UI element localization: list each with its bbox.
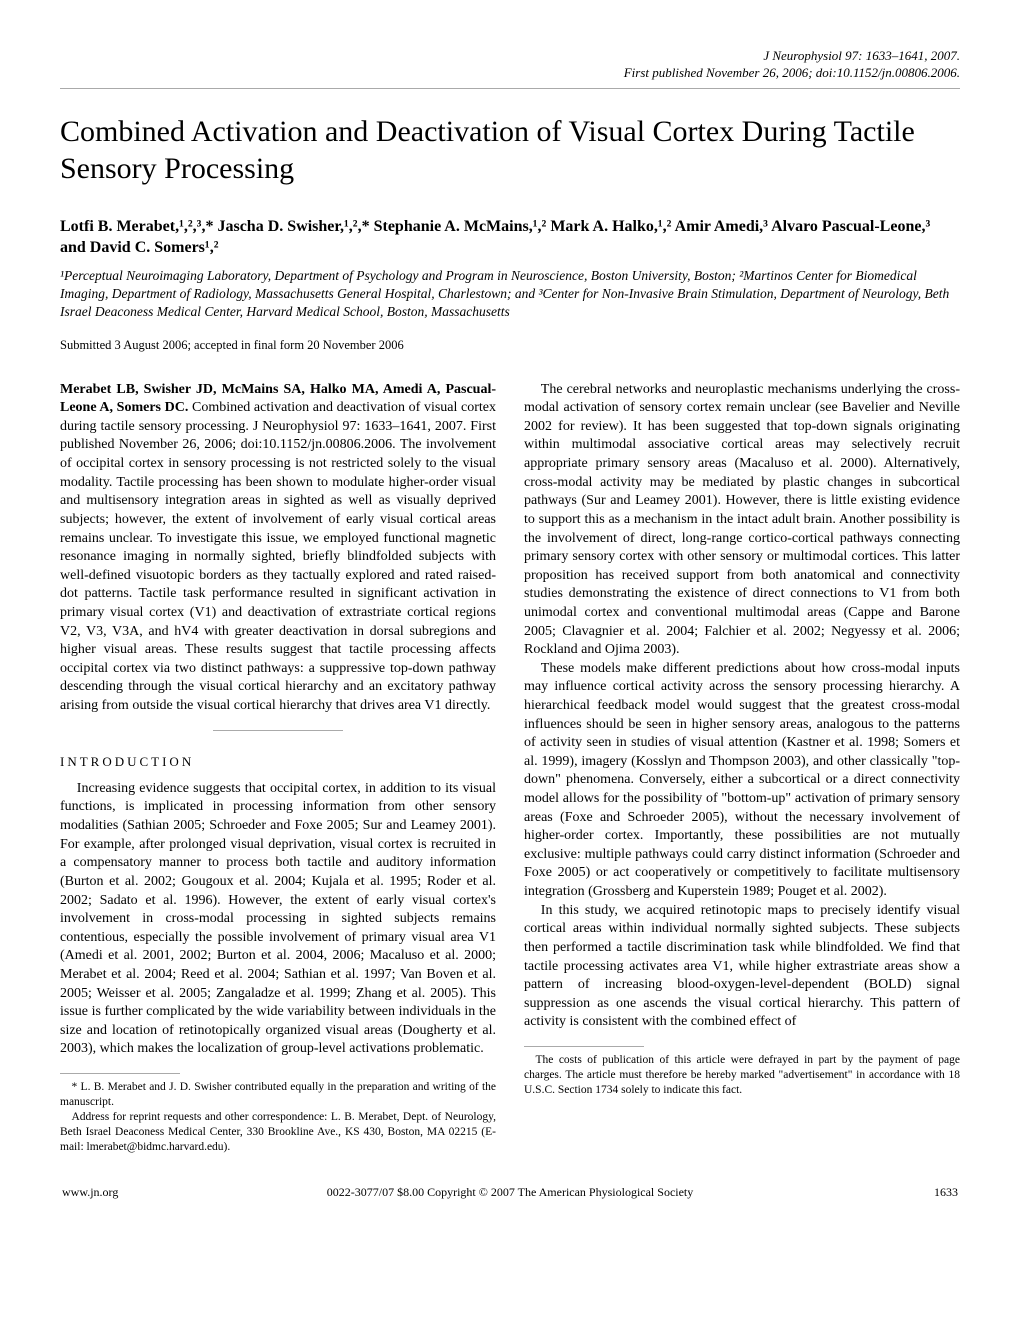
- footer-url: www.jn.org: [62, 1185, 182, 1200]
- body-paragraph: In this study, we acquired retinotopic m…: [524, 902, 960, 1032]
- left-column: Merabet LB, Swisher JD, McMains SA, Halk…: [60, 381, 496, 1155]
- journal-line: J Neurophysiol 97: 1633–1641, 2007.: [60, 48, 960, 65]
- header-rule: [60, 88, 960, 89]
- footer-copyright: 0022-3077/07 $8.00 Copyright © 2007 The …: [182, 1185, 838, 1200]
- page-footer: www.jn.org 0022-3077/07 $8.00 Copyright …: [60, 1185, 960, 1200]
- footnote-equal-contribution: * L. B. Merabet and J. D. Swisher contri…: [60, 1080, 496, 1110]
- footer-page-number: 1633: [838, 1185, 958, 1200]
- authors: Lotfi B. Merabet,¹,²,³,* Jascha D. Swish…: [60, 216, 960, 259]
- footnote-page-charges: The costs of publication of this article…: [524, 1053, 960, 1098]
- article-title: Combined Activation and Deactivation of …: [60, 113, 960, 188]
- intro-paragraph: Increasing evidence suggests that occipi…: [60, 780, 496, 1059]
- footnote-rule-right: [524, 1046, 644, 1047]
- body-paragraph: The cerebral networks and neuroplastic m…: [524, 381, 960, 660]
- journal-header: J Neurophysiol 97: 1633–1641, 2007. Firs…: [60, 48, 960, 82]
- section-introduction-heading: INTRODUCTION: [60, 753, 496, 770]
- publication-line: First published November 26, 2006; doi:1…: [60, 65, 960, 82]
- body-columns: Merabet LB, Swisher JD, McMains SA, Halk…: [60, 381, 960, 1155]
- right-column: The cerebral networks and neuroplastic m…: [524, 381, 960, 1155]
- affiliations: ¹Perceptual Neuroimaging Laboratory, Dep…: [60, 267, 960, 322]
- submission-dates: Submitted 3 August 2006; accepted in fin…: [60, 338, 960, 353]
- footnote-correspondence: Address for reprint requests and other c…: [60, 1110, 496, 1155]
- body-paragraph: These models make different predictions …: [524, 660, 960, 902]
- abstract-text: Combined activation and deactivation of …: [60, 400, 496, 713]
- footnote-rule-left: [60, 1073, 180, 1074]
- abstract-paragraph: Merabet LB, Swisher JD, McMains SA, Halk…: [60, 381, 496, 716]
- abstract-rule: [213, 730, 343, 731]
